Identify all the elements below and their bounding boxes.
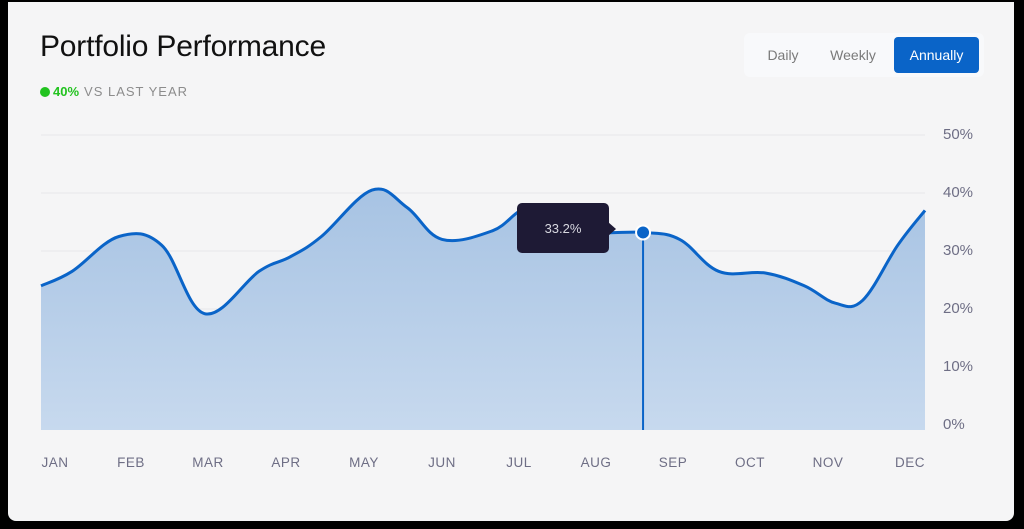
y-tick-label: 40% [943, 184, 974, 201]
x-tick-label: JUL [506, 455, 532, 470]
x-tick-label: APR [271, 455, 301, 470]
delta-value: 40% [53, 84, 80, 99]
x-tick-label: OCT [735, 455, 765, 470]
range-weekly-button[interactable]: Weekly [830, 47, 876, 63]
y-tick-label: 10% [943, 358, 974, 375]
range-toggle: Daily Weekly Annually [744, 33, 984, 77]
y-tick-label: 0% [943, 416, 965, 433]
x-tick-label: NOV [812, 455, 844, 470]
value-tooltip: 33.2% [517, 203, 616, 253]
chart-area-fill [41, 188, 925, 430]
x-tick-label: AUG [580, 455, 612, 470]
x-tick-label: FEB [117, 455, 145, 470]
x-tick-label: DEC [894, 455, 926, 470]
status-dot-icon [40, 86, 50, 97]
y-tick-label: 20% [943, 300, 974, 317]
x-tick-label: MAY [349, 455, 379, 470]
y-tick-label: 50% [943, 126, 974, 143]
range-daily-button[interactable]: Daily [767, 47, 799, 63]
portfolio-card: Portfolio Performance 40% VS LAST YEAR D… [8, 2, 1014, 521]
hover-point-marker[interactable] [635, 224, 652, 241]
range-annually-button[interactable]: Annually [894, 37, 979, 73]
performance-delta: 40% VS LAST YEAR [40, 84, 188, 99]
y-tick-label: 30% [943, 242, 974, 259]
chart-line [40, 187, 927, 316]
x-tick-label: JAN [41, 455, 69, 470]
x-tick-label: MAR [192, 455, 224, 470]
x-tick-label: SEP [658, 455, 688, 470]
page-title: Portfolio Performance [40, 30, 326, 63]
x-tick-label: JUN [428, 455, 456, 470]
delta-label: VS LAST YEAR [84, 84, 189, 99]
